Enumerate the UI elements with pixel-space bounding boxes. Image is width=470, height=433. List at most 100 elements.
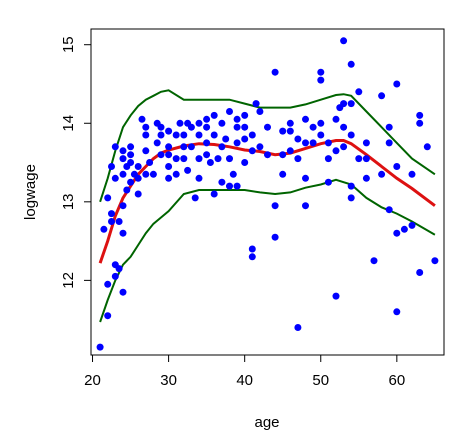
data-point [279,170,287,178]
x-axis: 20 30 40 50 60 [84,354,405,389]
data-point [203,139,211,147]
data-point [104,280,112,288]
data-point [302,139,309,147]
data-point [279,127,287,135]
data-point [108,210,115,218]
data-point [195,131,203,139]
data-point [302,115,309,123]
data-point [362,139,370,147]
data-point [302,202,309,210]
data-point [324,155,332,163]
confidence-band [99,89,436,323]
data-point [332,292,340,300]
data-point [226,182,233,190]
data-point [355,88,363,96]
data-point [393,308,401,316]
data-point [119,155,127,163]
data-point [191,194,199,202]
data-point [256,108,264,115]
x-tick-label: 40 [236,372,253,389]
data-point [355,155,363,163]
data-point [233,139,241,147]
data-point [408,170,416,178]
data-point [252,100,260,108]
data-point [115,218,123,225]
data-point [294,324,302,331]
data-point [157,123,165,131]
data-point [111,143,119,151]
data-point [206,159,214,166]
data-point [317,131,325,139]
data-point [332,115,340,123]
data-point [210,111,218,119]
data-point [317,68,325,76]
y-tick-label: 15 [60,36,77,53]
data-point [195,155,203,163]
data-point [165,174,173,182]
data-point [378,170,386,178]
data-point [119,170,127,178]
data-point [226,155,233,163]
data-point [115,265,123,273]
data-point [127,159,135,166]
data-point [210,190,218,198]
data-point [393,80,401,88]
upper-band-line [99,89,436,203]
data-point [324,178,332,186]
data-point [241,111,249,119]
data-point [210,131,218,139]
data-point [370,257,378,265]
data-point [165,143,173,151]
data-points [96,37,439,351]
data-point [248,147,256,155]
data-point [149,170,157,178]
data-point [146,159,154,166]
data-point [153,139,161,147]
data-point [393,229,401,237]
data-point [222,135,230,143]
data-point [317,119,325,127]
data-point [111,174,119,182]
data-point [347,194,355,202]
data-point [233,115,241,123]
data-point [142,131,150,139]
data-point [187,143,195,151]
data-point [340,123,348,131]
data-point [176,119,184,127]
x-tick-label: 50 [312,372,329,389]
data-point [134,190,142,198]
y-tick-label: 12 [60,272,77,289]
data-point [286,119,294,127]
data-point [218,178,226,186]
data-point [127,151,135,159]
data-point [279,151,287,159]
data-point [165,127,173,135]
data-point [347,60,355,68]
data-point [123,186,131,194]
data-point [203,151,211,159]
data-point [165,151,173,159]
data-point [104,194,112,202]
data-point [248,131,256,139]
data-point [385,206,393,214]
data-point [229,170,237,178]
data-point [241,123,249,131]
data-point [127,143,135,151]
data-point [134,163,142,170]
data-point [347,182,355,190]
data-point [340,100,348,108]
data-point [248,253,256,261]
data-point [142,147,150,155]
data-point [340,37,348,45]
y-axis: 12 13 14 15 [60,36,92,289]
data-point [400,225,408,233]
data-point [317,76,325,84]
data-point [108,163,115,170]
data-point [218,143,226,151]
data-point [218,119,226,127]
data-point [119,202,127,210]
data-point [309,123,317,131]
data-point [195,174,203,182]
data-point [332,147,340,155]
data-point [96,343,104,351]
